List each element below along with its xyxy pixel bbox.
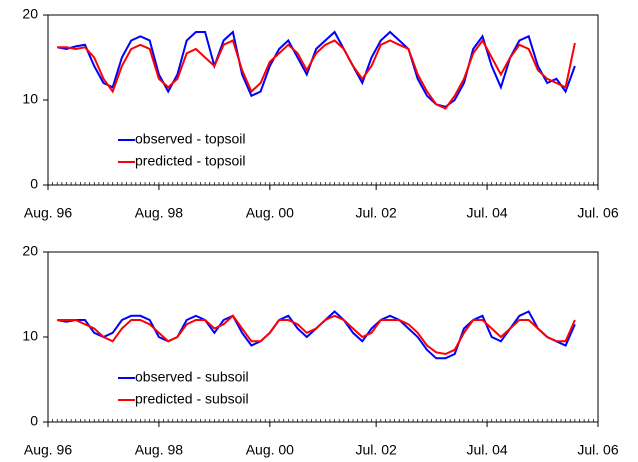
x-tick-label: Jul. 06 [577,205,618,221]
x-tick-label: Jul. 06 [577,442,618,458]
legend-label: predicted - subsoil [135,391,249,407]
legend-label: predicted - topsoil [135,153,246,169]
y-tick-label: 0 [30,176,38,192]
x-tick-label: Aug. 96 [24,442,72,458]
x-tick-label: Jul. 04 [466,205,507,221]
plot-frame [47,251,599,423]
data-line [57,314,576,356]
y-tick-label: 20 [22,243,38,259]
x-tick-label: Jul. 02 [356,205,397,221]
legend-label: observed - subsoil [135,369,249,385]
x-tick-label: Aug. 98 [135,442,183,458]
y-tick-label: 0 [30,413,38,429]
x-tick-label: Aug. 00 [246,205,294,221]
data-line [57,38,576,110]
x-tick-label: Aug. 00 [246,442,294,458]
data-line [57,30,576,108]
x-tick-label: Aug. 96 [24,205,72,221]
y-tick-label: 20 [22,6,38,22]
x-tick-label: Jul. 04 [466,442,507,458]
y-tick-label: 10 [22,91,38,107]
y-tick-label: 10 [22,328,38,344]
x-tick-label: Jul. 02 [356,442,397,458]
x-tick-label: Aug. 98 [135,205,183,221]
legend-label: observed - topsoil [135,131,246,147]
